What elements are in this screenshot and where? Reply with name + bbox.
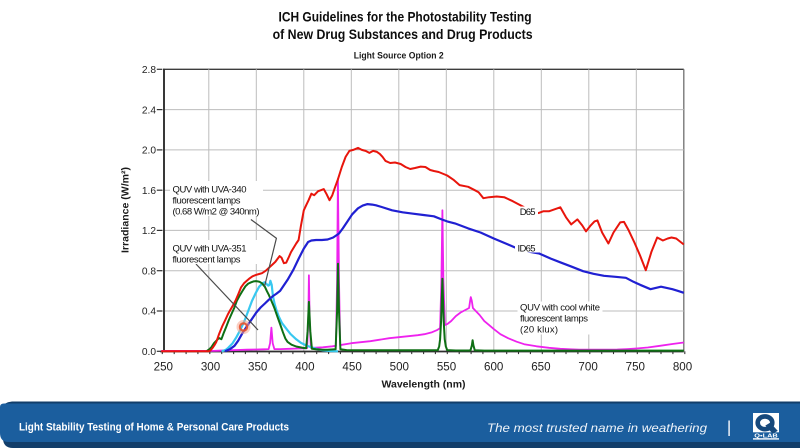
svg-text:1.2: 1.2: [142, 226, 156, 237]
svg-text:750: 750: [626, 361, 645, 374]
svg-text:fluorescent lamps: fluorescent lamps: [173, 254, 241, 265]
svg-text:D65: D65: [520, 207, 536, 218]
svg-text:0.4: 0.4: [142, 307, 156, 318]
svg-text:2.8: 2.8: [142, 65, 156, 76]
svg-text:500: 500: [390, 361, 409, 374]
svg-text:450: 450: [342, 361, 361, 374]
svg-text:600: 600: [484, 361, 503, 374]
svg-text:(0.68 W/m2 @ 340nm): (0.68 W/m2 @ 340nm): [173, 206, 260, 217]
svg-text:2.4: 2.4: [142, 105, 156, 116]
svg-text:The most trusted name in weath: The most trusted name in weathering: [487, 421, 707, 435]
svg-text:fluorescent lamps: fluorescent lamps: [173, 195, 241, 206]
svg-text:350: 350: [248, 361, 267, 374]
svg-text:ID65: ID65: [518, 244, 536, 255]
svg-text:300: 300: [201, 361, 220, 374]
svg-text:550: 550: [437, 361, 456, 374]
svg-text:of New Drug Substances and Dru: of New Drug Substances and Drug Products: [273, 26, 533, 42]
svg-text:Irradiance (W/m²): Irradiance (W/m²): [120, 167, 132, 253]
svg-text:650: 650: [531, 361, 550, 374]
svg-text:QUV with cool white: QUV with cool white: [520, 302, 600, 313]
svg-text:0.8: 0.8: [142, 266, 156, 277]
svg-text:ICH Guidelines for the Photost: ICH Guidelines for the Photostability Te…: [279, 9, 532, 25]
svg-text:800: 800: [673, 361, 692, 374]
svg-text:Wavelength (nm): Wavelength (nm): [382, 379, 466, 391]
svg-text:400: 400: [295, 361, 314, 374]
svg-text:700: 700: [578, 361, 597, 374]
svg-text:2.0: 2.0: [142, 146, 156, 157]
svg-text:250: 250: [154, 361, 173, 374]
svg-text:0.0: 0.0: [142, 347, 156, 358]
svg-text:Light Source Option 2: Light Source Option 2: [354, 51, 444, 61]
svg-text:(20 klux): (20 klux): [520, 324, 558, 335]
svg-text:Q•LAB: Q•LAB: [754, 434, 778, 440]
svg-text:Light Stability Testing of Hom: Light Stability Testing of Home & Person…: [19, 422, 289, 434]
svg-text:QUV with UVA-340: QUV with UVA-340: [173, 184, 247, 195]
svg-text:QUV with UVA-351: QUV with UVA-351: [173, 243, 247, 254]
svg-text:fluorescent lamps: fluorescent lamps: [520, 313, 588, 324]
svg-text:1.6: 1.6: [142, 186, 156, 197]
